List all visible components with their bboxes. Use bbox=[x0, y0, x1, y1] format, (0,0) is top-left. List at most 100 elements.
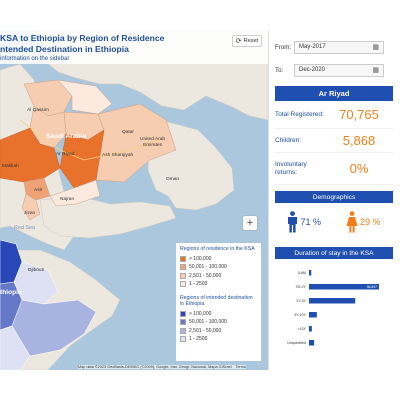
chart-bar[interactable] bbox=[309, 284, 380, 290]
destination-legend-label: 50,001 - 100,000 bbox=[189, 319, 227, 326]
chart-category-label: 2Y-5Y bbox=[296, 299, 306, 303]
chart-bar[interactable] bbox=[309, 298, 356, 304]
region-et-5 bbox=[0, 325, 31, 370]
chart-category-label: 7M-2Y bbox=[295, 285, 306, 289]
residence-legend-swatch bbox=[180, 281, 186, 288]
map-label-asir: Asir bbox=[34, 188, 43, 193]
residence-legend-swatch bbox=[180, 255, 186, 262]
map-label-djibouti: Djibouti bbox=[28, 268, 44, 273]
legend-destination-title: Regions of intended destination in Ethio… bbox=[180, 294, 253, 308]
male-demographic: 71 % bbox=[287, 211, 321, 233]
destination-legend-item: 50,001 - 100,000 bbox=[180, 318, 257, 327]
sidebar: From: May-2017 ▦ To: Dec-2020 ▦ Ar Riyad… bbox=[268, 30, 400, 370]
residence-legend-label: > 100,000 bbox=[189, 255, 212, 262]
region-najran bbox=[49, 179, 101, 207]
chart-bar[interactable] bbox=[309, 270, 312, 276]
total-registered-value: 70,765 bbox=[339, 107, 379, 122]
chart-bar[interactable] bbox=[309, 312, 317, 318]
residence-legend-swatch bbox=[180, 264, 186, 271]
map-label-najran: Najran bbox=[60, 197, 75, 202]
refresh-icon: ⟳ bbox=[235, 37, 242, 45]
map-canvas[interactable] bbox=[0, 30, 268, 370]
destination-legend-swatch bbox=[180, 336, 186, 343]
region-makkah bbox=[0, 127, 61, 183]
total-registered-label: Total Registered: bbox=[275, 110, 324, 118]
male-percent: 71 % bbox=[300, 217, 321, 227]
residence-legend-label: 1 - 2500 bbox=[189, 281, 208, 288]
map-label-qatar: Qatar bbox=[122, 130, 134, 135]
map-label-red-sea: Red Sea bbox=[14, 225, 35, 231]
map-panel[interactable]: Al Qassim Saudi Arabia Ar Riyad Ash Shar… bbox=[0, 30, 268, 370]
involuntary-returns-label: Involuntary returns: bbox=[275, 160, 307, 176]
from-date-input[interactable]: May-2017 ▦ bbox=[294, 40, 384, 54]
map-title-line-2: ntended Destination in Ethiopia bbox=[0, 44, 129, 54]
chart-bar[interactable] bbox=[309, 326, 312, 332]
destination-legend-swatch bbox=[180, 310, 186, 317]
map-label-jizan: Jizan bbox=[24, 211, 36, 216]
involuntary-returns-stat: Involuntary returns: 0% bbox=[275, 153, 393, 185]
destination-legend-swatch bbox=[180, 327, 186, 334]
residence-legend-label: 50,001 - 100,000 bbox=[189, 264, 227, 271]
map-legend: Regions of residence in the KSA > 100,00… bbox=[176, 243, 261, 361]
children-stat: Children: 5,868 bbox=[275, 129, 393, 153]
legend-residence-title: Regions of residence in the KSA bbox=[180, 246, 255, 252]
residence-legend-swatch bbox=[180, 272, 186, 279]
duration-bar-chart: 0-6M 7M-2Y 36,847 2Y-5Y 5Y-10Y >10Y Unspecifie… bbox=[287, 270, 380, 346]
destination-legend-label: 1 - 2500 bbox=[189, 336, 208, 343]
to-date-input[interactable]: Dec-2020 ▦ bbox=[294, 63, 384, 77]
map-label-saudi-arabia: Saudi Arabia bbox=[46, 133, 87, 140]
male-icon bbox=[288, 211, 298, 233]
map-title-bar: KSA to Ethiopia by Region of Residence n… bbox=[0, 30, 268, 64]
residence-legend-item: 50,001 - 100,000 bbox=[180, 263, 257, 272]
region-name-header: Ar Riyad bbox=[275, 86, 393, 101]
chart-category-label: 5Y-10Y bbox=[294, 313, 306, 317]
from-date-value: May-2017 bbox=[299, 44, 326, 50]
map-label-ethiopia: thiopia bbox=[0, 289, 22, 296]
map-label-ash-sharqiyah: Ash Sharqiyah bbox=[102, 153, 134, 158]
map-label-ar-riyad: Ar Riyad bbox=[56, 152, 75, 157]
destination-legend-item: 1 - 2500 bbox=[180, 335, 257, 344]
map-subtitle: information on the sidebar bbox=[0, 56, 70, 62]
chart-category-label: >10Y bbox=[298, 327, 307, 331]
total-registered-stat: Total Registered: 70,765 bbox=[275, 101, 393, 129]
region-jizan bbox=[21, 193, 41, 221]
to-date-value: Dec-2020 bbox=[299, 67, 326, 73]
from-row: From: May-2017 ▦ bbox=[275, 39, 400, 55]
calendar-icon[interactable]: ▦ bbox=[372, 67, 379, 74]
to-label: To: bbox=[275, 66, 284, 74]
reset-button[interactable]: ⟳ Reset bbox=[232, 35, 262, 47]
chart-category-label: 0-6M bbox=[298, 271, 306, 275]
map-attribution: Map data ©2023 GeoBasis-DE/BKG (©2009), … bbox=[78, 365, 246, 369]
map-label-al-qassim: Al Qassim bbox=[27, 108, 49, 113]
chart-value-label: 36,847 bbox=[367, 285, 377, 289]
reset-label: Reset bbox=[243, 38, 259, 44]
residence-legend-label: 2,501 - 50,000 bbox=[189, 272, 222, 279]
demographics-header: Demographics bbox=[275, 191, 393, 203]
calendar-icon[interactable]: ▦ bbox=[372, 44, 379, 51]
legend-residence-list: > 100,000 50,001 - 100,000 2,501 - 50,000 1… bbox=[180, 255, 257, 289]
children-label: Children: bbox=[275, 136, 302, 144]
zoom-in-button[interactable]: + bbox=[243, 216, 257, 230]
chart-category-label: Unspecified bbox=[287, 341, 306, 345]
map-label-oman: Oman bbox=[166, 177, 180, 182]
from-label: From: bbox=[275, 43, 292, 51]
residence-legend-item: 2,501 - 50,000 bbox=[180, 272, 257, 281]
involuntary-returns-value: 0% bbox=[349, 161, 369, 176]
destination-legend-label: 2,501 - 50,000 bbox=[189, 327, 222, 334]
residence-legend-item: 1 - 2500 bbox=[180, 280, 257, 289]
duration-of-stay-header: Duration of stay in the KSA bbox=[275, 247, 393, 259]
children-value: 5,868 bbox=[342, 133, 376, 148]
to-row: To: Dec-2020 ▦ bbox=[275, 62, 400, 78]
map-title-line-1: KSA to Ethiopia by Region of Residence bbox=[0, 33, 165, 43]
destination-legend-swatch bbox=[180, 319, 186, 326]
female-percent: 29 % bbox=[359, 217, 381, 227]
legend-destination-list: > 100,000 50,001 - 100,000 2,501 - 50,000 1… bbox=[180, 310, 257, 344]
residence-legend-item: > 100,000 bbox=[180, 255, 257, 264]
destination-legend-item: 2,501 - 50,000 bbox=[180, 327, 257, 336]
destination-legend-label: > 100,000 bbox=[189, 310, 212, 317]
destination-legend-item: > 100,000 bbox=[180, 310, 257, 319]
duration-chart: 0-6M 7M-2Y 36,847 2Y-5Y 5Y-10Y >10Y Unspecifie… bbox=[275, 262, 393, 358]
terms-link[interactable]: Terms bbox=[235, 365, 246, 369]
attribution-text: Map data ©2023 GeoBasis-DE/BKG (©2009), … bbox=[78, 365, 232, 369]
chart-bar[interactable] bbox=[309, 340, 315, 346]
